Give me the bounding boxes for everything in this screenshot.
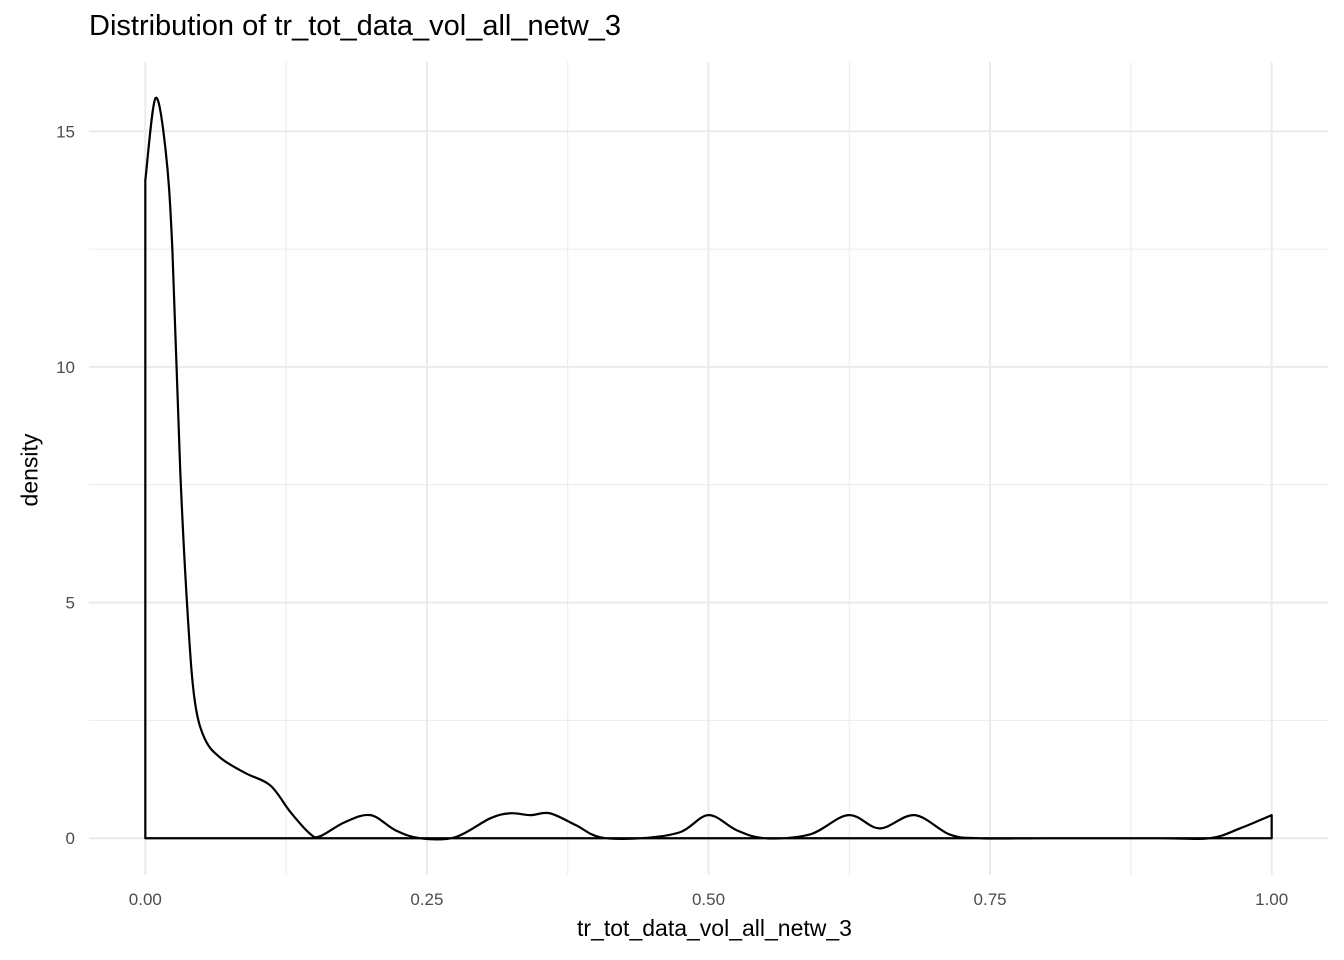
y-tick-label: 0	[66, 829, 75, 848]
x-tick-label: 0.50	[692, 890, 725, 909]
y-tick-label: 10	[56, 358, 75, 377]
density-curve	[144, 96, 1273, 841]
x-tick-label: 0.00	[129, 890, 162, 909]
x-tick-label: 0.25	[410, 890, 443, 909]
x-tick-label: 1.00	[1255, 890, 1288, 909]
y-tick-label: 5	[66, 594, 75, 613]
x-axis-label: tr_tot_data_vol_all_netw_3	[577, 915, 852, 941]
y-tick-label: 15	[56, 122, 75, 141]
chart-title: Distribution of tr_tot_data_vol_all_netw…	[89, 10, 621, 42]
y-axis-label: density	[16, 433, 43, 507]
x-tick-label: 0.75	[974, 890, 1007, 909]
